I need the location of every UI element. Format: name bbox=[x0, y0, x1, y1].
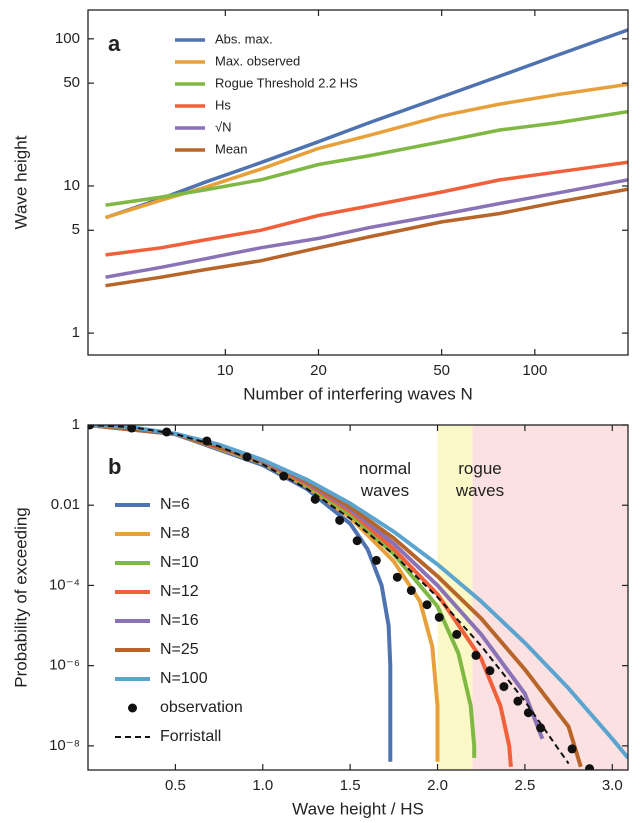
data-point bbox=[452, 629, 462, 639]
series-line bbox=[105, 178, 628, 279]
data-point bbox=[434, 612, 444, 622]
legend-label: Rogue Threshold 2.2 HS bbox=[215, 75, 358, 90]
legend-label: √N bbox=[215, 119, 232, 134]
x-tick-label: 10 bbox=[217, 362, 234, 379]
legend-label: Max. observed bbox=[215, 53, 300, 68]
legend-label: N=10 bbox=[160, 554, 199, 571]
x-tick-label: 1.5 bbox=[340, 777, 361, 794]
plot-frame bbox=[87, 424, 629, 771]
legend-label: Mean bbox=[215, 141, 248, 156]
data-point bbox=[392, 572, 402, 582]
x-tick-label: 2.0 bbox=[427, 777, 448, 794]
legend-label: N=6 bbox=[160, 496, 190, 513]
y-tick-label: 10⁻⁶ bbox=[49, 657, 80, 674]
data-point bbox=[422, 600, 432, 610]
x-tick-label: 50 bbox=[433, 362, 450, 379]
legend-label: N=100 bbox=[160, 670, 208, 687]
legend-label: Hs bbox=[215, 97, 231, 112]
data-point bbox=[335, 515, 345, 525]
y-tick-label: 5 bbox=[72, 221, 80, 238]
series-line bbox=[104, 28, 628, 220]
x-axis-label: Number of interfering waves N bbox=[243, 384, 473, 403]
series-line bbox=[105, 187, 628, 288]
y-tick-label: 1 bbox=[72, 416, 80, 433]
panel: 10 20 50 100 1 5 10 50 100 a Number of interfering… bbox=[11, 9, 629, 403]
x-tick-label: 3.0 bbox=[602, 777, 623, 794]
y-axis-label: Probability of exceeding bbox=[11, 507, 30, 688]
plot-area bbox=[104, 28, 628, 288]
legend-label: N=8 bbox=[160, 525, 190, 542]
legend-label: Forristall bbox=[160, 728, 221, 745]
y-axis-label: Wave height bbox=[11, 135, 30, 229]
data-point bbox=[523, 708, 533, 718]
x-tick-label: 100 bbox=[522, 362, 547, 379]
y-tick-label: 10 bbox=[63, 177, 80, 194]
data-point bbox=[162, 427, 172, 437]
panel-label: b bbox=[108, 454, 121, 479]
x-tick-label: 0.5 bbox=[165, 777, 186, 794]
data-point bbox=[499, 682, 509, 692]
legend-label: Abs. max. bbox=[215, 31, 273, 46]
plot-frame bbox=[87, 9, 629, 356]
data-point bbox=[471, 650, 481, 660]
y-tick-label: 1 bbox=[72, 324, 80, 341]
data-point bbox=[567, 744, 577, 754]
legend-label: N=12 bbox=[160, 583, 199, 600]
y-tick-label: 50 bbox=[63, 74, 80, 91]
y-tick-label: 10⁻⁴ bbox=[49, 576, 80, 593]
panel: normal waves rogue waves 0.5 1.0 1.5 2.0 2.5 3.0 1… bbox=[11, 416, 629, 818]
data-point bbox=[485, 666, 495, 676]
annotation: normal waves bbox=[359, 459, 411, 500]
data-point bbox=[513, 696, 523, 706]
plot-area bbox=[88, 425, 628, 770]
y-tick-label: 10⁻⁸ bbox=[49, 737, 80, 754]
x-tick-label: 20 bbox=[310, 362, 327, 379]
y-tick-label: 100 bbox=[55, 30, 80, 47]
series-line bbox=[105, 160, 628, 257]
x-tick-label: 1.0 bbox=[252, 777, 273, 794]
panel-label: a bbox=[108, 31, 121, 56]
x-axis-label: Wave height / HS bbox=[292, 799, 424, 818]
region bbox=[472, 425, 628, 770]
series-line bbox=[105, 109, 628, 207]
legend-label: observation bbox=[160, 699, 243, 716]
legend-label: N=25 bbox=[160, 641, 199, 658]
data-point bbox=[406, 585, 416, 595]
annotation: rogue waves bbox=[455, 459, 504, 500]
y-tick-label: 0.01 bbox=[51, 496, 80, 513]
data-point bbox=[352, 536, 362, 546]
legend-swatch bbox=[128, 703, 137, 713]
series-line bbox=[88, 425, 570, 765]
region bbox=[437, 425, 473, 770]
x-tick-label: 2.5 bbox=[514, 777, 535, 794]
data-point bbox=[585, 764, 595, 770]
data-point bbox=[536, 723, 546, 733]
data-point bbox=[371, 555, 381, 565]
legend-label: N=16 bbox=[160, 612, 199, 629]
